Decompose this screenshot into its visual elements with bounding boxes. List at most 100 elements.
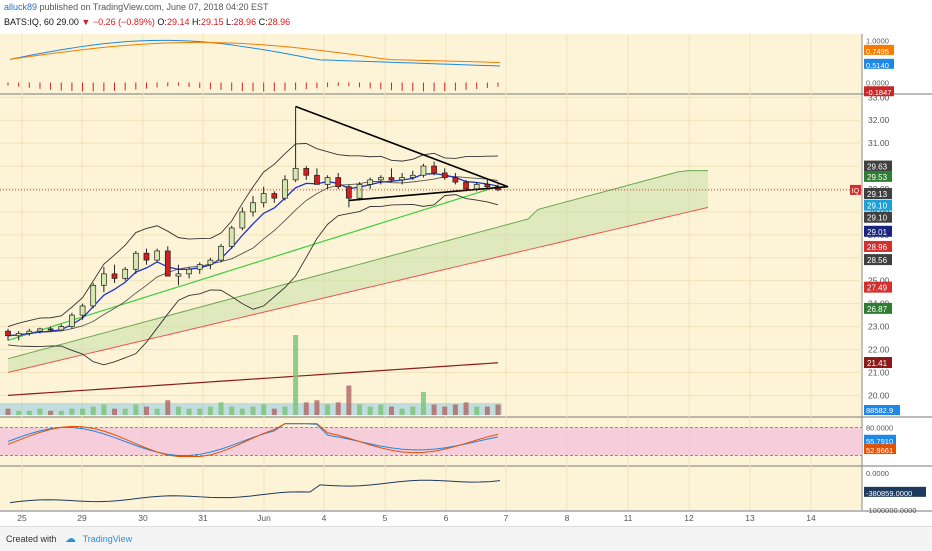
x-tick-label: 5 [383,513,388,523]
candle-body [420,165,427,176]
author-link[interactable]: alluck89 [4,2,38,12]
y-tick-label: 21.00 [868,367,890,377]
price-chart[interactable]: 33.0032.0031.0030.0029.0028.0027.0026.00… [0,30,932,526]
volume-bar [335,402,341,415]
top-label-box [864,86,894,97]
volume-bar [484,406,490,415]
down-arrow-icon: ▼ [81,17,91,27]
price-label: 28.56 [867,256,888,265]
y-tick-label: 22.00 [868,345,890,355]
candle-body [250,202,256,213]
triangle-pattern [295,105,509,202]
volume-bar [16,410,22,415]
y-tick-label: 23.00 [868,322,890,332]
x-tick-label: 12 [684,513,694,523]
high-label: H: [191,17,201,27]
price-label-box [864,160,892,172]
volume-bar [69,408,75,415]
bottom-panel-label: -380859.0000 [866,489,912,498]
cloud-span-a [7,170,708,360]
rsi-label-box [864,434,896,445]
candle-body [292,168,299,181]
candle-body [58,326,65,331]
symbol-label[interactable]: BATS:IQ, 60 [4,17,54,27]
high-value: 29.15 [200,17,224,27]
candle-body [90,284,97,307]
candle-body [218,245,224,261]
volume-bar [271,408,277,415]
candle-body [37,328,43,332]
volume-bar [5,408,11,415]
volume-bar [442,406,448,415]
candle-body [5,330,11,337]
x-tick-label: Jun [257,513,271,523]
volume-bar [410,406,416,415]
candle-body [207,259,214,266]
bollinger-basis [7,176,499,337]
candle-body [132,252,139,270]
volume-bar [378,404,384,415]
low-label: L: [226,17,234,27]
x-tick-label: 6 [444,513,449,523]
candle-body [271,193,278,199]
volume-bar [175,406,181,415]
tradingview-brand-link[interactable]: TradingView [82,534,133,544]
top-label-box [864,44,894,55]
volume-bar [58,410,64,415]
x-tick-label: 30 [138,513,148,523]
candle-body [409,174,416,178]
price-label-box [864,240,892,252]
volume-bar [112,408,118,415]
bottom-panel-label: -1000000.0000 [866,506,916,515]
moving-average-green [7,185,499,341]
close-label: C: [258,17,268,27]
volume-bar [463,402,469,415]
volume-bar [37,408,43,415]
bollinger-lower [7,194,499,366]
candle-body [175,273,182,277]
rsi-label: 80.0000 [866,423,893,432]
price-label-box [864,357,892,369]
candle-body [388,177,395,181]
price-label: 29.10 [867,214,888,223]
cloud-span-b [7,206,709,373]
price-label-box [864,225,892,237]
candle-body [15,333,22,337]
candle-body [335,177,342,188]
x-tick-label: 7 [504,513,509,523]
price-label: 28.96 [867,243,888,252]
close-value: 28.96 [267,17,291,27]
volume-bar [357,404,363,415]
accumulation-line [9,479,501,504]
volume-bar [293,335,299,415]
volume-bar [388,406,394,415]
top-label-box [864,58,894,69]
rsi-label: 55.7910 [866,437,893,446]
ema-line [7,173,499,337]
candle-body [473,184,480,190]
price-label-box [864,188,892,200]
candle-body [356,184,363,199]
volume-bar [250,406,256,415]
last-price: 29.00 [56,17,79,27]
volume-bar [48,410,54,415]
candle-body [164,250,171,277]
volume-label-box [864,405,900,415]
price-label-box [864,211,892,223]
x-tick-label: 31 [198,513,208,523]
volume-bar [367,406,373,415]
candle-body [441,172,448,178]
candle-body [260,193,267,204]
volume-bar [303,402,309,415]
candle-body [324,177,331,185]
volume-bar [474,406,480,415]
volume-bar [229,406,235,415]
volume-bar [218,402,224,415]
candle-body [228,227,235,247]
price-label: 27.49 [867,284,888,293]
volume-bar [26,410,32,415]
candle-body [79,305,86,316]
volume-bar [143,406,149,415]
bottom-panel-label: 0.0000 [866,469,889,478]
candle-body [463,181,469,190]
